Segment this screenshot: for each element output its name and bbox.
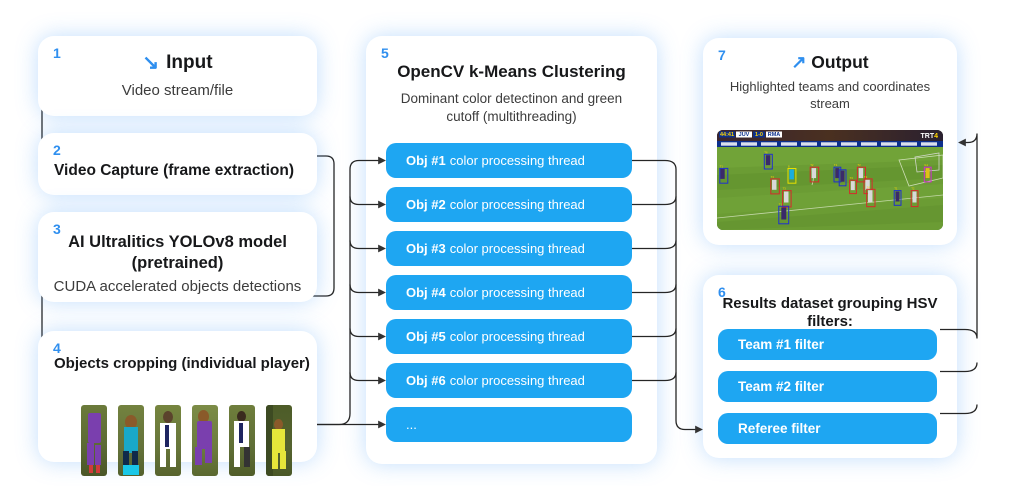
svg-text:T2: T2 xyxy=(771,175,775,179)
svg-text:T2: T2 xyxy=(810,163,814,167)
svg-text:T1: T1 xyxy=(720,165,724,169)
svg-text:T6: T6 xyxy=(764,150,768,154)
svg-text:T1: T1 xyxy=(834,163,838,167)
svg-text:G1: G1 xyxy=(924,163,928,167)
svg-text:T2: T2 xyxy=(864,175,868,179)
svg-text:T2: T2 xyxy=(857,163,861,167)
svg-text:1-0: 1-0 xyxy=(755,132,763,138)
svg-text:T3: T3 xyxy=(850,176,854,180)
svg-text:T2: T2 xyxy=(911,187,915,191)
svg-text:T3: T3 xyxy=(783,187,787,191)
svg-text:TRT4: TRT4 xyxy=(920,133,938,140)
svg-text:T1: T1 xyxy=(779,202,783,206)
svg-text:T4: T4 xyxy=(867,185,871,189)
svg-text:44:41: 44:41 xyxy=(720,132,734,138)
svg-text:JUV: JUV xyxy=(739,132,750,138)
svg-text:T1: T1 xyxy=(894,187,898,191)
svg-text:RMA: RMA xyxy=(768,132,781,138)
